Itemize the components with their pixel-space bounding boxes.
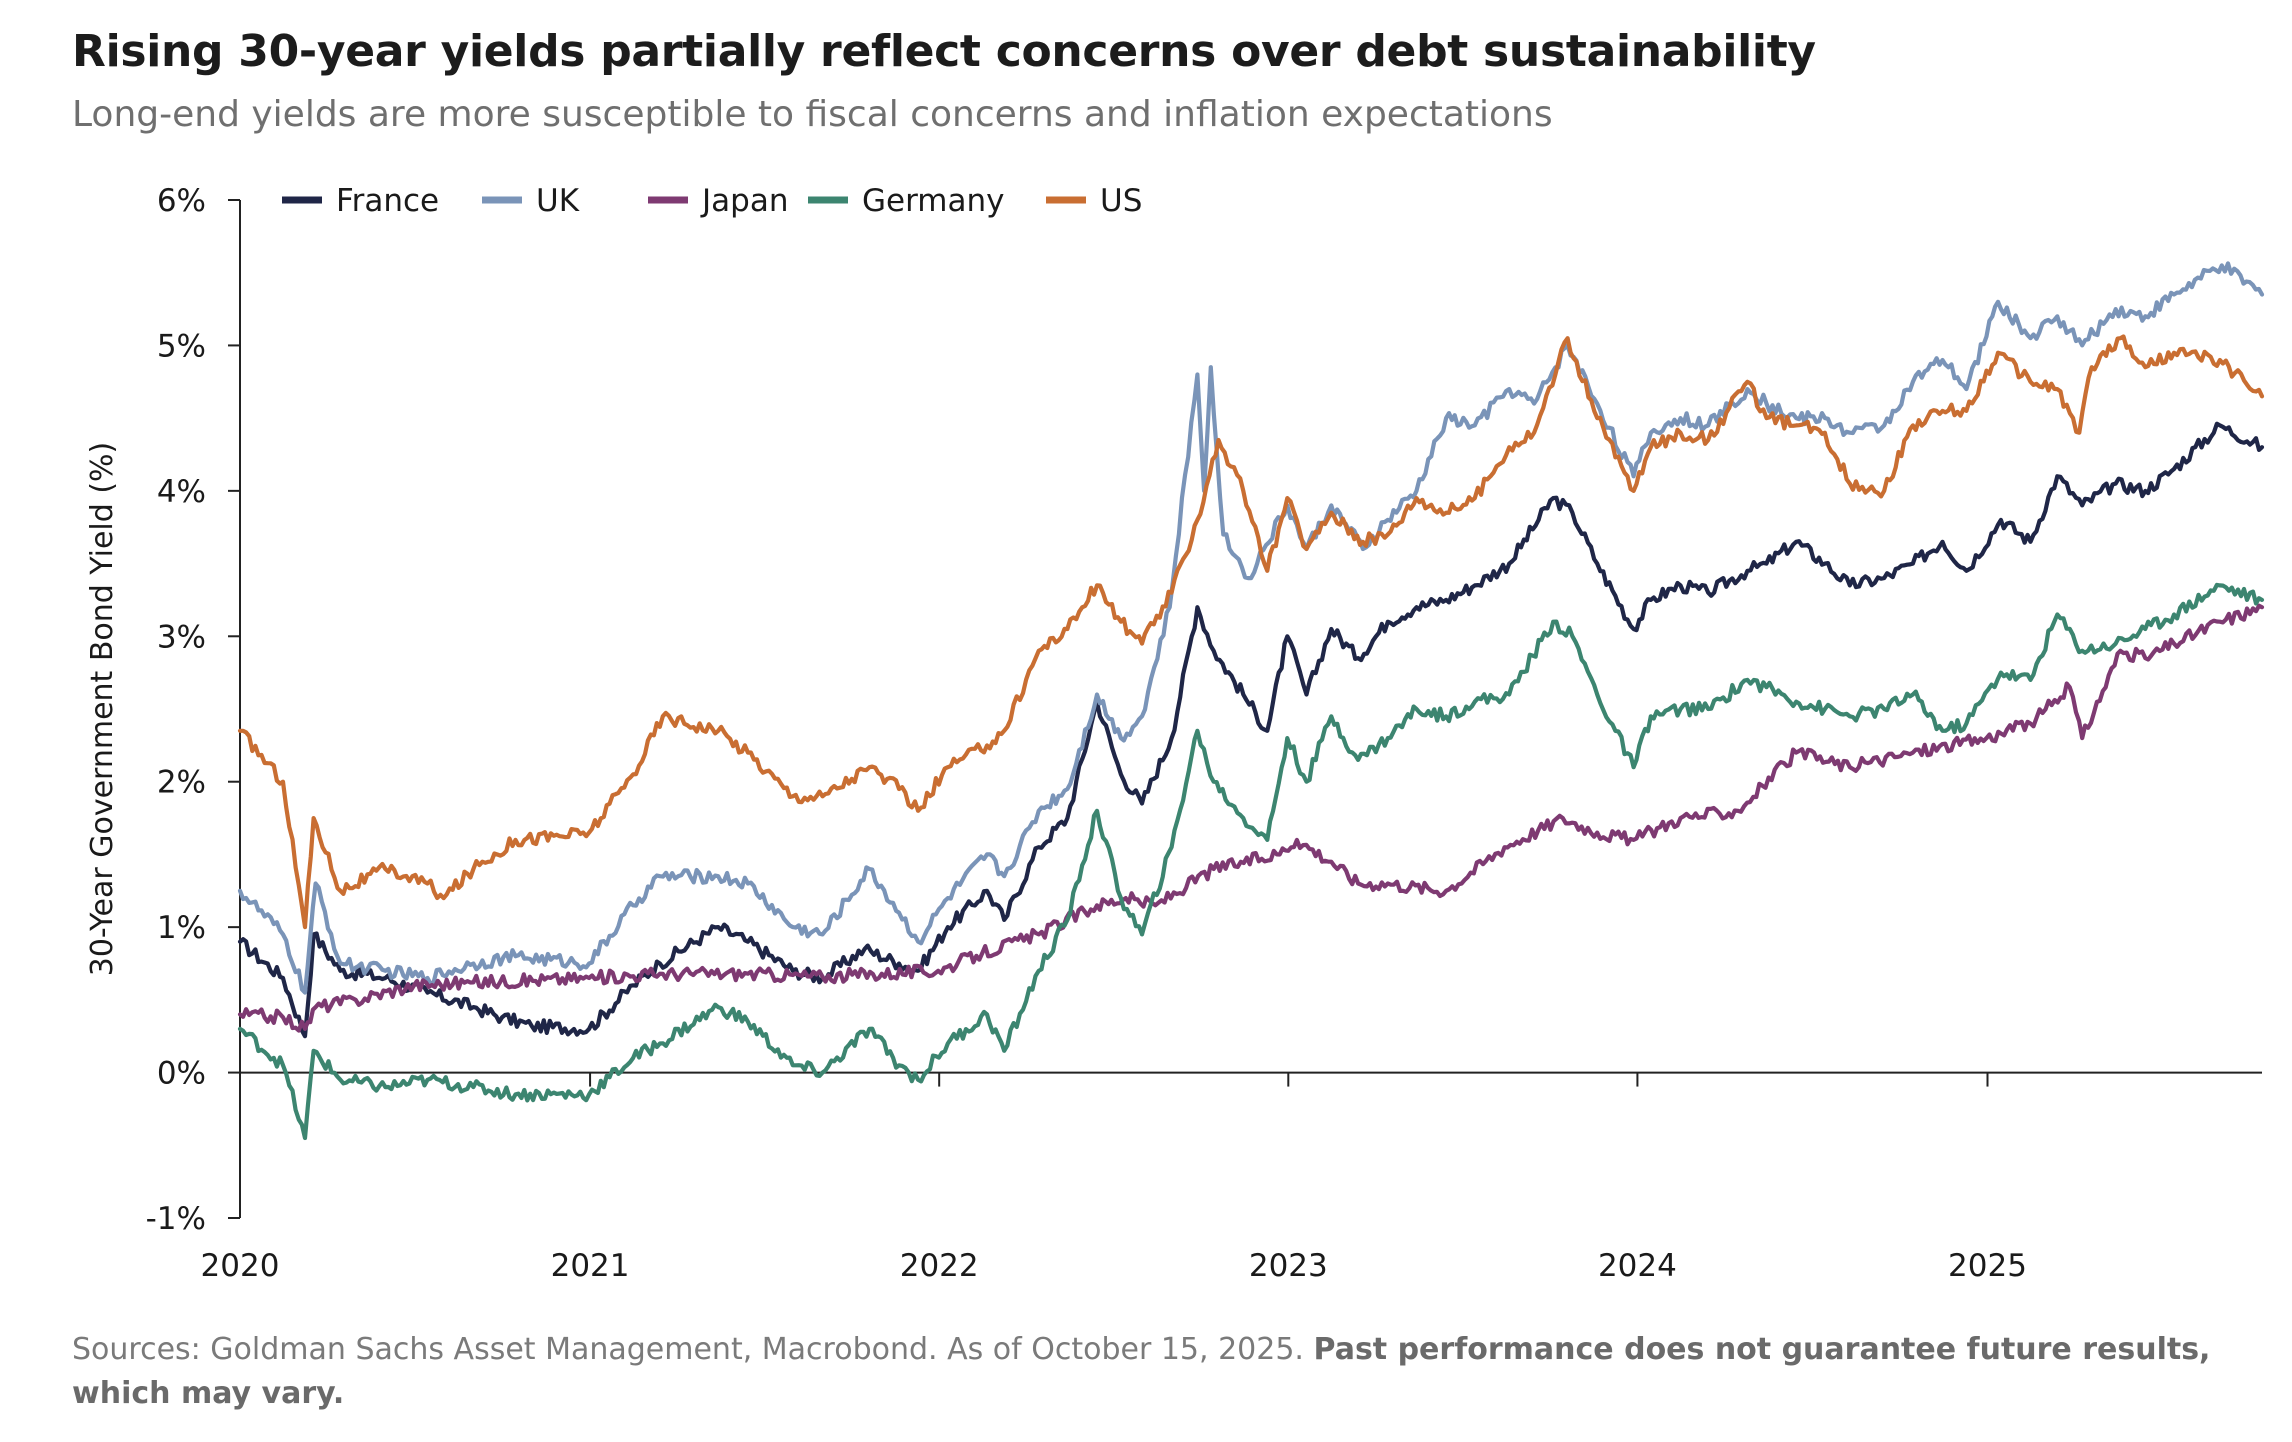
x-tick-label: 2022: [900, 1248, 979, 1284]
footer-disclaimer: Past performance does not guarantee futu…: [72, 1332, 2211, 1411]
series-layer: [237, 261, 2265, 1141]
footer-sources: Sources: Goldman Sachs Asset Management,…: [72, 1332, 1304, 1367]
y-tick-label: 1%: [157, 910, 206, 946]
x-tick-label: 2021: [551, 1248, 630, 1284]
x-tick-label: 2024: [1598, 1248, 1677, 1284]
legend-label-japan: Japan: [700, 183, 788, 219]
chart-legend: France UK Japan Germany US: [282, 183, 1142, 219]
legend-label-us: US: [1100, 183, 1142, 219]
series-line-germany: [237, 582, 2265, 1141]
series-line-france: [237, 421, 2265, 1039]
legend-label-france: France: [336, 183, 439, 219]
chart-title: Rising 30-year yields partially reflect …: [72, 26, 1816, 77]
series-line-uk: [237, 261, 2265, 995]
y-tick-label: 3%: [157, 619, 206, 655]
yield-line-chart: -1% 0% 1% 2% 3% 4% 5% 6% 2020 2021 2022 2023 2024 202…: [85, 183, 2265, 1284]
x-tick-label: 2020: [201, 1248, 280, 1284]
y-tick-label: 4%: [157, 474, 206, 510]
y-axis-title: 30-Year Government Bond Yield (%): [85, 442, 120, 977]
y-tick-label: -1%: [146, 1201, 206, 1237]
y-tick-label: 0%: [157, 1056, 206, 1092]
legend-label-germany: Germany: [862, 183, 1004, 219]
series-line-japan: [237, 603, 2265, 1033]
x-tick-label: 2025: [1948, 1248, 2027, 1284]
chart-footer: Sources: Goldman Sachs Asset Management,…: [72, 1328, 2222, 1416]
y-tick-label: 5%: [157, 328, 206, 364]
y-tick-label: 6%: [157, 183, 206, 219]
series-line-us: [237, 334, 2265, 930]
chart-subtitle: Long-end yields are more susceptible to …: [72, 94, 1553, 135]
x-tick-label: 2023: [1249, 1248, 1328, 1284]
legend-label-uk: UK: [536, 183, 580, 219]
y-tick-label: 2%: [157, 765, 206, 801]
chart-axes: -1% 0% 1% 2% 3% 4% 5% 6% 2020 2021 2022 2023 2024 202…: [85, 183, 2262, 1284]
